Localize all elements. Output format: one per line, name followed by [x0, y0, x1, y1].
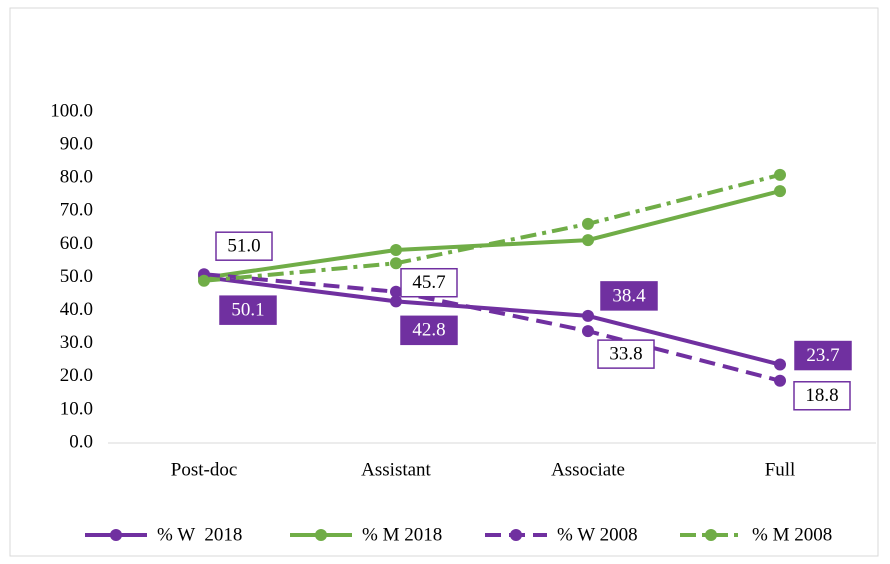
point: [390, 257, 402, 270]
point: [774, 185, 786, 198]
y-tick-label: 20.0: [60, 365, 93, 386]
legend-label: % M 2008: [752, 524, 832, 545]
data-label: 18.8: [805, 385, 838, 406]
point: [390, 285, 402, 298]
y-tick-label: 10.0: [60, 398, 93, 419]
data-label-box: [215, 231, 273, 261]
y-tick-label: 50.0: [60, 266, 93, 287]
data-label: 33.8: [609, 343, 642, 364]
legend-marker: [110, 529, 122, 541]
x-tick-label: Assistant: [361, 459, 431, 480]
series-line: [203, 272, 781, 383]
y-tick-label: 70.0: [60, 200, 93, 221]
y-tick-label: 30.0: [60, 332, 93, 353]
legend-marker: [705, 529, 717, 541]
point: [582, 325, 594, 338]
data-label-box: [219, 295, 277, 325]
legend-marker: [315, 529, 327, 541]
point: [582, 309, 594, 322]
point: [198, 274, 210, 287]
legend-label: % M 2018: [362, 524, 442, 545]
data-label: 51.0: [227, 236, 260, 257]
data-label: 45.7: [412, 272, 445, 293]
point: [774, 374, 786, 387]
data-label-box: [400, 267, 458, 298]
legend-label: % W 2008: [557, 524, 638, 545]
series-line: [203, 275, 781, 367]
point: [774, 168, 786, 181]
y-tick-label: 0.0: [69, 431, 93, 452]
x-tick-label: Full: [765, 459, 796, 480]
data-label: 50.1: [231, 300, 264, 321]
data-label: 38.4: [612, 285, 646, 306]
point: [582, 217, 594, 230]
point: [390, 295, 402, 308]
data-label-box: [400, 315, 458, 346]
x-tick-label: Associate: [551, 459, 625, 480]
data-label-box: [600, 281, 658, 311]
y-tick-label: 100.0: [50, 100, 93, 121]
series-line: [203, 172, 781, 283]
data-label: 42.8: [412, 320, 445, 341]
y-tick-label: 40.0: [60, 299, 93, 320]
data-label-box: [793, 381, 851, 411]
y-tick-label: 90.0: [60, 133, 93, 154]
y-tick-label: 60.0: [60, 233, 93, 254]
data-label-box: [794, 340, 852, 371]
point: [390, 244, 402, 257]
x-tick-label: Post-doc: [171, 459, 238, 480]
point: [582, 234, 594, 247]
legend-marker: [510, 529, 522, 541]
legend-label: % W 2018: [157, 524, 242, 545]
data-label-box: [597, 339, 655, 369]
data-label: 23.7: [806, 345, 839, 366]
point: [774, 358, 786, 371]
y-tick-label: 80.0: [60, 167, 93, 188]
